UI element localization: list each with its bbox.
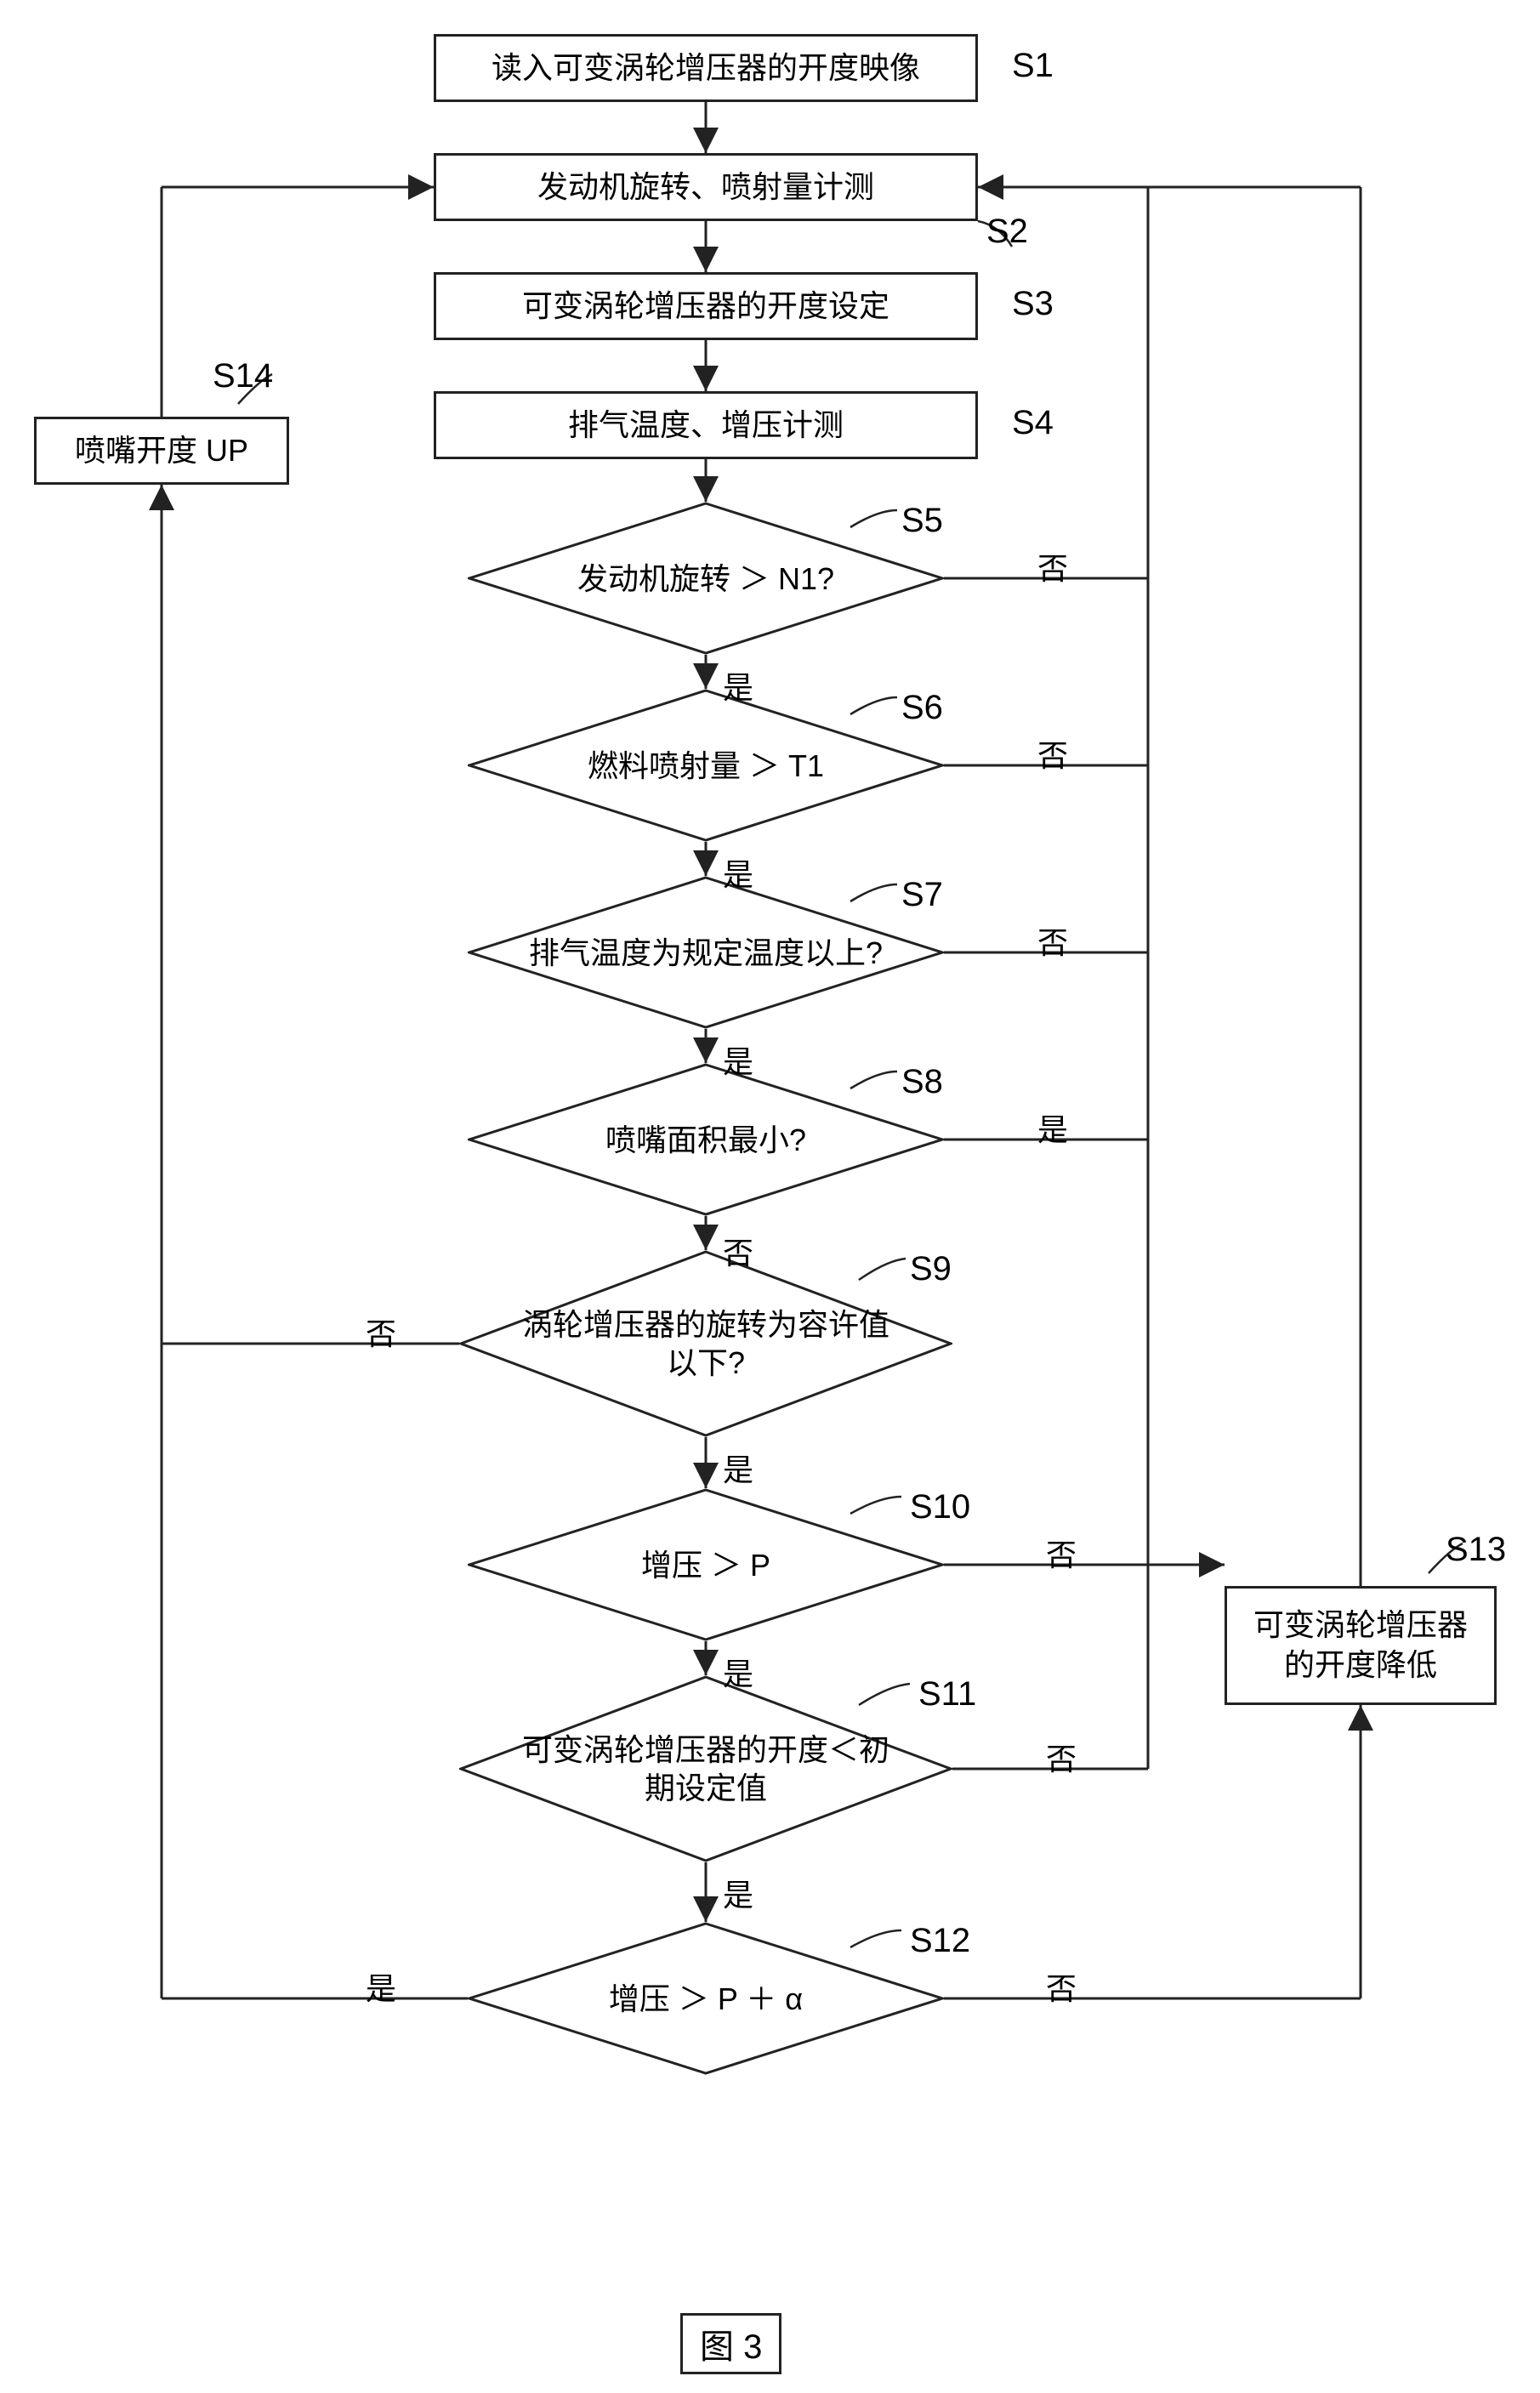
edge-label-s8no: 否 bbox=[723, 1229, 753, 1273]
process-s13: 可变涡轮增压器的开度降低 bbox=[1225, 1586, 1497, 1705]
step-label-s10: S10 bbox=[910, 1488, 970, 1526]
step-label-s13: S13 bbox=[1446, 1531, 1506, 1569]
step-label-s2: S2 bbox=[986, 213, 1028, 251]
edge-label-s12no: 否 bbox=[1046, 1964, 1077, 2009]
decision-label-s10: 增压 ＞ P bbox=[468, 1488, 944, 1641]
edge-label-s11yes: 是 bbox=[723, 1871, 753, 1915]
decision-s6: 燃料喷射量 ＞ T1 bbox=[468, 689, 944, 842]
edge-label-s9yes: 是 bbox=[723, 1446, 753, 1490]
edge-label-s10no: 否 bbox=[1046, 1531, 1077, 1575]
edge-label-s12yes: 是 bbox=[366, 1964, 396, 2009]
decision-label-s9: 涡轮增压器的旋转为容许值以下? bbox=[459, 1250, 952, 1437]
step-label-s11: S11 bbox=[918, 1675, 976, 1714]
edge-label-s6yes: 是 bbox=[723, 850, 753, 895]
step-label-s14: S14 bbox=[213, 357, 273, 395]
step-label-s1: S1 bbox=[1012, 47, 1054, 85]
process-s4: 排气温度、增压计测 bbox=[434, 391, 978, 459]
decision-label-s12: 增压 ＞ P ＋ α bbox=[468, 1922, 944, 2075]
step-label-s3: S3 bbox=[1012, 285, 1054, 323]
edge-label-s5yes: 是 bbox=[723, 663, 753, 708]
process-s14: 喷嘴开度 UP bbox=[34, 417, 289, 485]
step-label-s9: S9 bbox=[910, 1250, 952, 1288]
edge-label-s6no: 否 bbox=[1037, 731, 1068, 776]
decision-label-s7: 排气温度为规定温度以上? bbox=[468, 876, 944, 1029]
decision-s9: 涡轮增压器的旋转为容许值以下? bbox=[459, 1250, 952, 1437]
step-label-s8: S8 bbox=[901, 1063, 943, 1101]
edge-label-s9no: 否 bbox=[366, 1310, 396, 1354]
decision-s11: 可变涡轮增压器的开度＜初期设定值 bbox=[459, 1675, 952, 1862]
edge-label-s8yes: 是 bbox=[1037, 1106, 1068, 1150]
process-s1: 读入可变涡轮增压器的开度映像 bbox=[434, 34, 978, 102]
process-s3: 可变涡轮增压器的开度设定 bbox=[434, 272, 978, 340]
edge-label-s5no: 否 bbox=[1037, 544, 1068, 588]
edge-label-s7yes: 是 bbox=[723, 1037, 753, 1082]
step-label-s4: S4 bbox=[1012, 404, 1054, 442]
edge-label-s11no: 否 bbox=[1046, 1735, 1077, 1779]
decision-s12: 增压 ＞ P ＋ α bbox=[468, 1922, 944, 2075]
decision-s5: 发动机旋转 ＞ N1? bbox=[468, 502, 944, 655]
step-label-s6: S6 bbox=[901, 689, 943, 727]
decision-label-s8: 喷嘴面积最小? bbox=[468, 1063, 944, 1216]
process-s2: 发动机旋转、喷射量计测 bbox=[434, 153, 978, 221]
step-label-s7: S7 bbox=[901, 876, 943, 914]
decision-s7: 排气温度为规定温度以上? bbox=[468, 876, 944, 1029]
step-label-s12: S12 bbox=[910, 1922, 970, 1960]
step-label-s5: S5 bbox=[901, 502, 943, 540]
edge-label-s10yes: 是 bbox=[723, 1650, 753, 1694]
decision-s8: 喷嘴面积最小? bbox=[468, 1063, 944, 1216]
decision-label-s11: 可变涡轮增压器的开度＜初期设定值 bbox=[459, 1675, 952, 1862]
edge-label-s7no: 否 bbox=[1037, 918, 1068, 963]
figure-caption: 图 3 bbox=[680, 2313, 781, 2374]
decision-s10: 增压 ＞ P bbox=[468, 1488, 944, 1641]
decision-label-s6: 燃料喷射量 ＞ T1 bbox=[468, 689, 944, 842]
decision-label-s5: 发动机旋转 ＞ N1? bbox=[468, 502, 944, 655]
